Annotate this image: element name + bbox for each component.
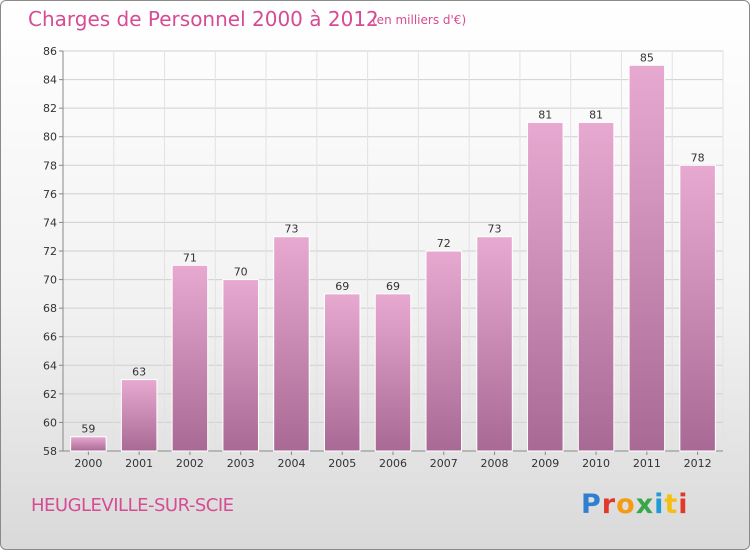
logo-letter: P [581,489,602,520]
bar [679,164,716,452]
data-label: 59 [81,423,95,436]
labels: 58 60 62 64 66 68 70 72 74 76 78 80 82 84 86 2000 59 2001… [43,45,712,470]
bar [70,436,107,452]
y-tick-label: 82 [43,102,57,115]
y-tick-label: 74 [43,216,57,229]
bar [273,236,310,452]
data-label: 70 [234,266,248,279]
data-label: 73 [488,223,502,236]
x-tick-label: 2010 [582,457,610,470]
data-label: 73 [284,223,298,236]
bar [374,293,412,452]
data-label: 71 [183,251,197,264]
y-tick-label: 66 [43,331,57,344]
bar [222,279,259,452]
data-label: 81 [589,108,603,121]
data-label: 69 [335,280,349,293]
bars [70,64,716,452]
logo-letter: t [664,489,679,520]
x-tick-label: 2001 [125,457,153,470]
bar [476,236,513,452]
commune-name: HEUGLEVILLE-SUR-SCIE [31,495,234,516]
x-tick-label: 2008 [481,457,509,470]
y-tick-label: 72 [43,245,57,258]
data-label: 72 [437,237,451,250]
logo-letter: i [654,489,665,520]
y-tick-label: 60 [43,416,57,429]
logo-letter: i [678,489,689,520]
bar [577,121,615,452]
y-tick-label: 70 [43,274,57,287]
data-label: 81 [538,108,552,121]
bar [425,250,463,452]
y-tick-label: 58 [43,445,57,458]
y-tick-label: 78 [43,159,57,172]
y-tick-label: 62 [43,388,57,401]
y-tick-label: 76 [43,188,57,201]
data-label: 63 [132,366,146,379]
x-tick-label: 2007 [430,457,458,470]
bar [171,264,209,452]
logo-letter: x [635,489,655,520]
data-label: 78 [691,151,705,164]
bar [120,379,158,452]
y-tick-label: 64 [43,359,57,372]
logo-letter: o [616,489,636,520]
x-tick-label: 2006 [379,457,407,470]
y-tick-label: 80 [43,131,57,144]
x-tick-label: 2011 [633,457,661,470]
chart-subtitle: (en milliers d'€) [372,13,467,27]
x-tick-label: 2009 [531,457,559,470]
y-tick-label: 84 [43,74,57,87]
y-tick-label: 68 [43,302,57,315]
x-tick-label: 2012 [684,457,712,470]
bar [527,121,564,452]
x-tick-label: 2004 [277,457,305,470]
data-label: 69 [386,280,400,293]
x-tick-label: 2000 [74,457,102,470]
bar [323,293,361,452]
y-tick-label: 86 [43,45,57,58]
bar [628,64,666,452]
x-tick-label: 2002 [176,457,204,470]
x-tick-label: 2005 [328,457,356,470]
x-tick-label: 2003 [227,457,255,470]
chart-title: Charges de Personnel 2000 à 2012 [28,7,379,31]
data-label: 85 [640,51,654,64]
logo-letter: r [601,489,617,520]
proxiti-logo: Proxiti [581,489,689,520]
